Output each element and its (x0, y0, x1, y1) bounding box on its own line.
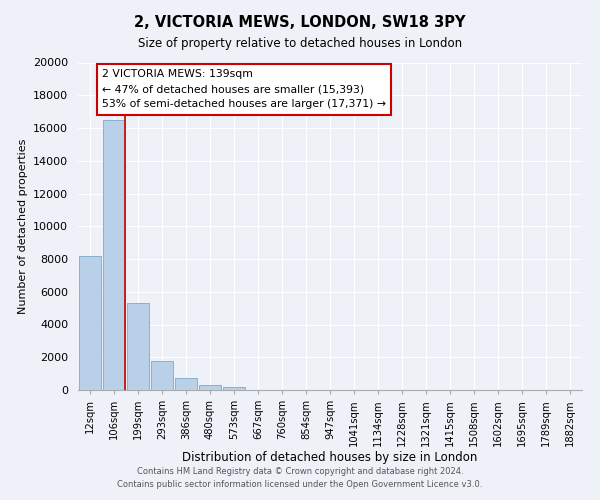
Bar (223, 386, 245, 390)
Text: 2 VICTORIA MEWS: 139sqm
← 47% of detached houses are smaller (15,393)
53% of sem: 2 VICTORIA MEWS: 139sqm ← 47% of detache… (102, 69, 386, 110)
Bar (199, 386, 221, 390)
Bar (151, 360, 173, 390)
Bar (175, 378, 197, 390)
Bar (127, 303, 149, 390)
X-axis label: Distribution of detached houses by size in London: Distribution of detached houses by size … (182, 452, 478, 464)
Text: Size of property relative to detached houses in London: Size of property relative to detached ho… (138, 38, 462, 51)
Bar (79, 256, 101, 390)
Y-axis label: Number of detached properties: Number of detached properties (17, 138, 28, 314)
Text: 2, VICTORIA MEWS, LONDON, SW18 3PY: 2, VICTORIA MEWS, LONDON, SW18 3PY (134, 15, 466, 30)
Bar (103, 120, 125, 390)
Text: Contains HM Land Registry data © Crown copyright and database right 2024.
Contai: Contains HM Land Registry data © Crown c… (118, 468, 482, 489)
